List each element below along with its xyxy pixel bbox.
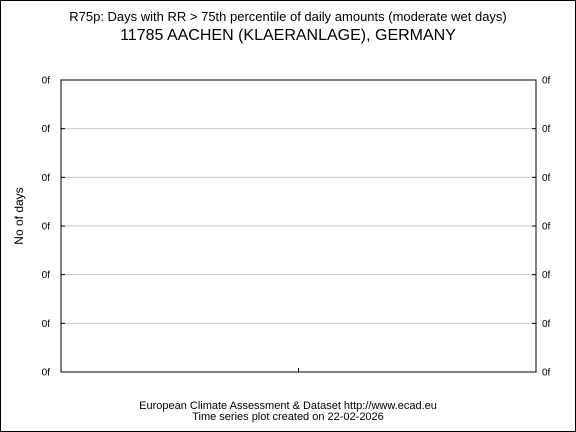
y-tick-label-right: 0f (542, 368, 551, 379)
y-tick-label-right: 0f (542, 124, 551, 135)
y-tick-label-right: 0f (542, 76, 551, 87)
chart-title: R75p: Days with RR > 75th percentile of … (69, 9, 507, 24)
y-tick-label-right: 0f (542, 173, 551, 184)
y-tick-label-left: 0f (42, 173, 51, 184)
y-tick-label-left: 0f (42, 76, 51, 87)
y-tick-label-left: 0f (42, 222, 51, 233)
y-tick-label-right: 0f (542, 270, 551, 281)
footer-created: Time series plot created on 22-02-2026 (192, 411, 384, 423)
y-tick-label-left: 0f (42, 368, 51, 379)
y-tick-label-left: 0f (42, 270, 51, 281)
plot-border (60, 79, 537, 373)
footer-source: European Climate Assessment & Dataset ht… (139, 400, 437, 412)
y-tick-label-left: 0f (42, 124, 51, 135)
y-tick-label-right: 0f (542, 222, 551, 233)
y-tick-label-right: 0f (542, 319, 551, 330)
y-tick-label-left: 0f (42, 319, 51, 330)
chart-subtitle: 11785 AACHEN (KLAERANLAGE), GERMANY (120, 27, 456, 44)
